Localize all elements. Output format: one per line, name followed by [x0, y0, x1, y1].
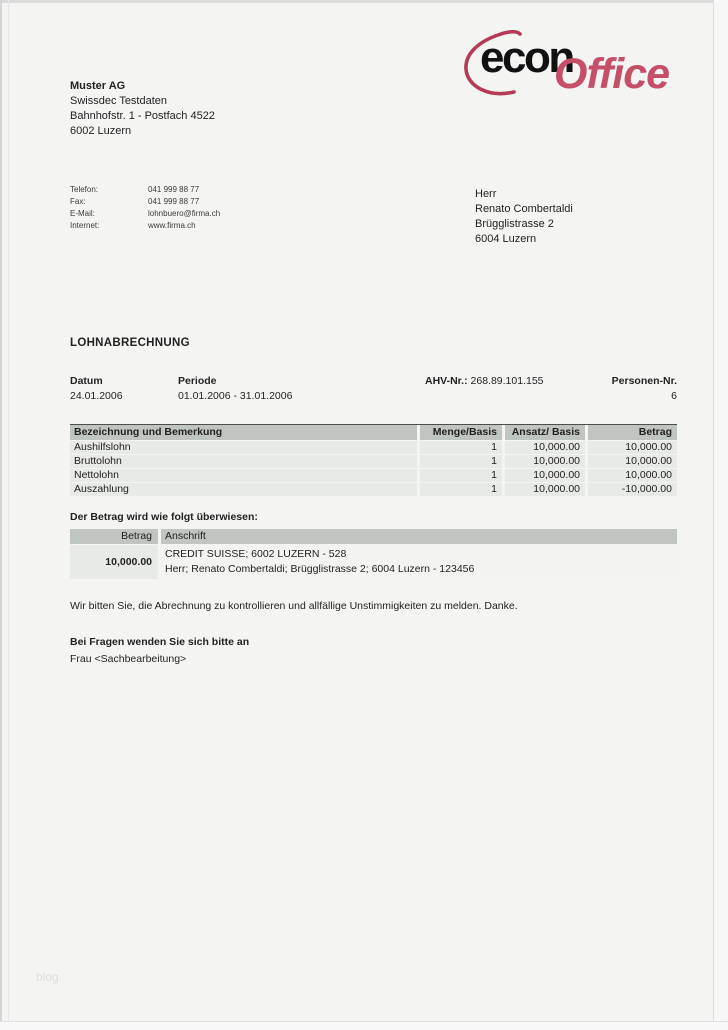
contact-value: www.firma.ch [148, 221, 196, 230]
contact-value: 041 999 88 77 [148, 185, 200, 194]
cell-menge: 1 [420, 441, 502, 454]
cell-bezeichnung: Nettolohn [70, 469, 417, 482]
col-header-menge: Menge/Basis [420, 425, 502, 440]
col-header-ansatz: Ansatz/ Basis [505, 425, 585, 440]
contact-row-email: E-Mail: lohnbuero@firma.ch [70, 208, 220, 220]
page-edge-left-inner [8, 0, 9, 1030]
payment-anschrift: CREDIT SUISSE; 6002 LUZERN - 528 Herr; R… [161, 545, 677, 579]
contact-row-internet: Internet: www.firma.ch [70, 220, 220, 232]
sender-line: Swissdec Testdaten [70, 95, 168, 107]
meta-personen: Personen-Nr. 6 [612, 374, 677, 404]
table-row: Bruttolohn 1 10,000.00 10,000.00 [70, 455, 677, 468]
questions-heading: Bei Fragen wenden Sie sich bitte an [70, 636, 250, 648]
sender-line: 6002 Luzern [70, 125, 132, 137]
meta-ahv: AHV-Nr.: 268.89.101.155 [425, 374, 544, 389]
cell-ansatz: 10,000.00 [505, 441, 585, 454]
recipient-name: Renato Combertaldi [475, 203, 573, 215]
table-row: Nettolohn 1 10,000.00 10,000.00 [70, 469, 677, 482]
ahv-value: 268.89.101.155 [470, 375, 544, 387]
contact-label: Fax: [70, 197, 86, 206]
cell-menge: 1 [420, 455, 502, 468]
closing-note: Wir bitten Sie, die Abrechnung zu kontro… [70, 600, 518, 612]
cell-betrag: -10,000.00 [588, 483, 677, 496]
cell-menge: 1 [420, 469, 502, 482]
page-edge-bottom [0, 1021, 728, 1030]
questions-block: Bei Fragen wenden Sie sich bitte an Frau… [70, 634, 249, 668]
payment-heading: Der Betrag wird wie folgt überwiesen: [70, 511, 258, 523]
contact-row-fax: Fax: 041 999 88 77 [70, 196, 220, 208]
questions-contact-person: Frau <Sachbearbeitung> [70, 653, 187, 665]
cell-ansatz: 10,000.00 [505, 469, 585, 482]
col-header-bezeichnung: Bezeichnung und Bemerkung [70, 425, 417, 440]
cell-menge: 1 [420, 483, 502, 496]
contact-value: 041 999 88 77 [148, 197, 200, 206]
col-header-betrag: Betrag [70, 529, 158, 544]
ahv-label: AHV-Nr.: [425, 375, 468, 387]
payment-table-row: 10,000.00 CREDIT SUISSE; 6002 LUZERN - 5… [70, 545, 677, 579]
blog-watermark: blog [36, 970, 59, 984]
sender-name: Muster AG [70, 80, 126, 92]
periode-label: Periode [178, 375, 217, 387]
cell-ansatz: 10,000.00 [505, 483, 585, 496]
salary-table-top-border [70, 424, 677, 425]
cell-betrag: 10,000.00 [588, 469, 677, 482]
payment-recipient-line: Herr; Renato Combertaldi; Brügglistrasse… [165, 563, 475, 575]
datum-value: 24.01.2006 [70, 390, 123, 402]
personen-value: 6 [671, 390, 677, 402]
meta-periode: Periode 01.01.2006 - 31.01.2006 [178, 374, 292, 404]
cell-bezeichnung: Aushilfslohn [70, 441, 417, 454]
contact-label: Internet: [70, 221, 100, 230]
cell-betrag: 10,000.00 [588, 455, 677, 468]
contact-label: Telefon: [70, 185, 99, 194]
page-edge-right [713, 0, 728, 1030]
cell-bezeichnung: Auszahlung [70, 483, 417, 496]
table-row: Auszahlung 1 10,000.00 -10,000.00 [70, 483, 677, 496]
payment-table-header-row: Betrag Anschrift [70, 529, 677, 544]
sender-line: Bahnhofstr. 1 - Postfach 4522 [70, 110, 215, 122]
page-edge-left [0, 0, 2, 1030]
cell-betrag: 10,000.00 [588, 441, 677, 454]
periode-value: 01.01.2006 - 31.01.2006 [178, 390, 293, 402]
payment-table: Betrag Anschrift 10,000.00 CREDIT SUISSE… [70, 529, 677, 580]
page-edge-top [0, 0, 728, 3]
salary-table-header-row: Bezeichnung und Bemerkung Menge/Basis An… [70, 425, 677, 440]
payment-bank-line: CREDIT SUISSE; 6002 LUZERN - 528 [165, 548, 347, 560]
recipient-salutation: Herr [475, 188, 497, 200]
recipient-city: 6004 Luzern [475, 233, 537, 245]
econ-office-logo: econ Office [462, 24, 692, 106]
salary-table: Bezeichnung und Bemerkung Menge/Basis An… [70, 425, 677, 497]
contact-info: Telefon: 041 999 88 77 Fax: 041 999 88 7… [70, 184, 220, 232]
sender-address: Muster AG Swissdec Testdaten Bahnhofstr.… [70, 79, 215, 139]
logo-office-text: Office [554, 50, 670, 98]
contact-row-telefon: Telefon: 041 999 88 77 [70, 184, 220, 196]
contact-value: lohnbuero@firma.ch [148, 209, 221, 218]
meta-section: Datum 24.01.2006 Periode 01.01.2006 - 31… [70, 374, 677, 406]
table-row: Aushilfslohn 1 10,000.00 10,000.00 [70, 441, 677, 454]
meta-datum: Datum 24.01.2006 [70, 374, 123, 404]
datum-label: Datum [70, 375, 103, 387]
cell-ansatz: 10,000.00 [505, 455, 585, 468]
logo-econ-text: econ [480, 33, 575, 82]
col-header-anschrift: Anschrift [161, 529, 677, 544]
payment-amount: 10,000.00 [70, 545, 158, 579]
contact-label: E-Mail: [70, 209, 95, 218]
recipient-address: Herr Renato Combertaldi Brügglistrasse 2… [475, 187, 573, 247]
personen-label: Personen-Nr. [611, 375, 677, 387]
page-title: LOHNABRECHNUNG [70, 337, 190, 349]
recipient-street: Brügglistrasse 2 [475, 218, 554, 230]
col-header-betrag: Betrag [588, 425, 677, 440]
cell-bezeichnung: Bruttolohn [70, 455, 417, 468]
logo-swoosh-icon [464, 30, 522, 96]
